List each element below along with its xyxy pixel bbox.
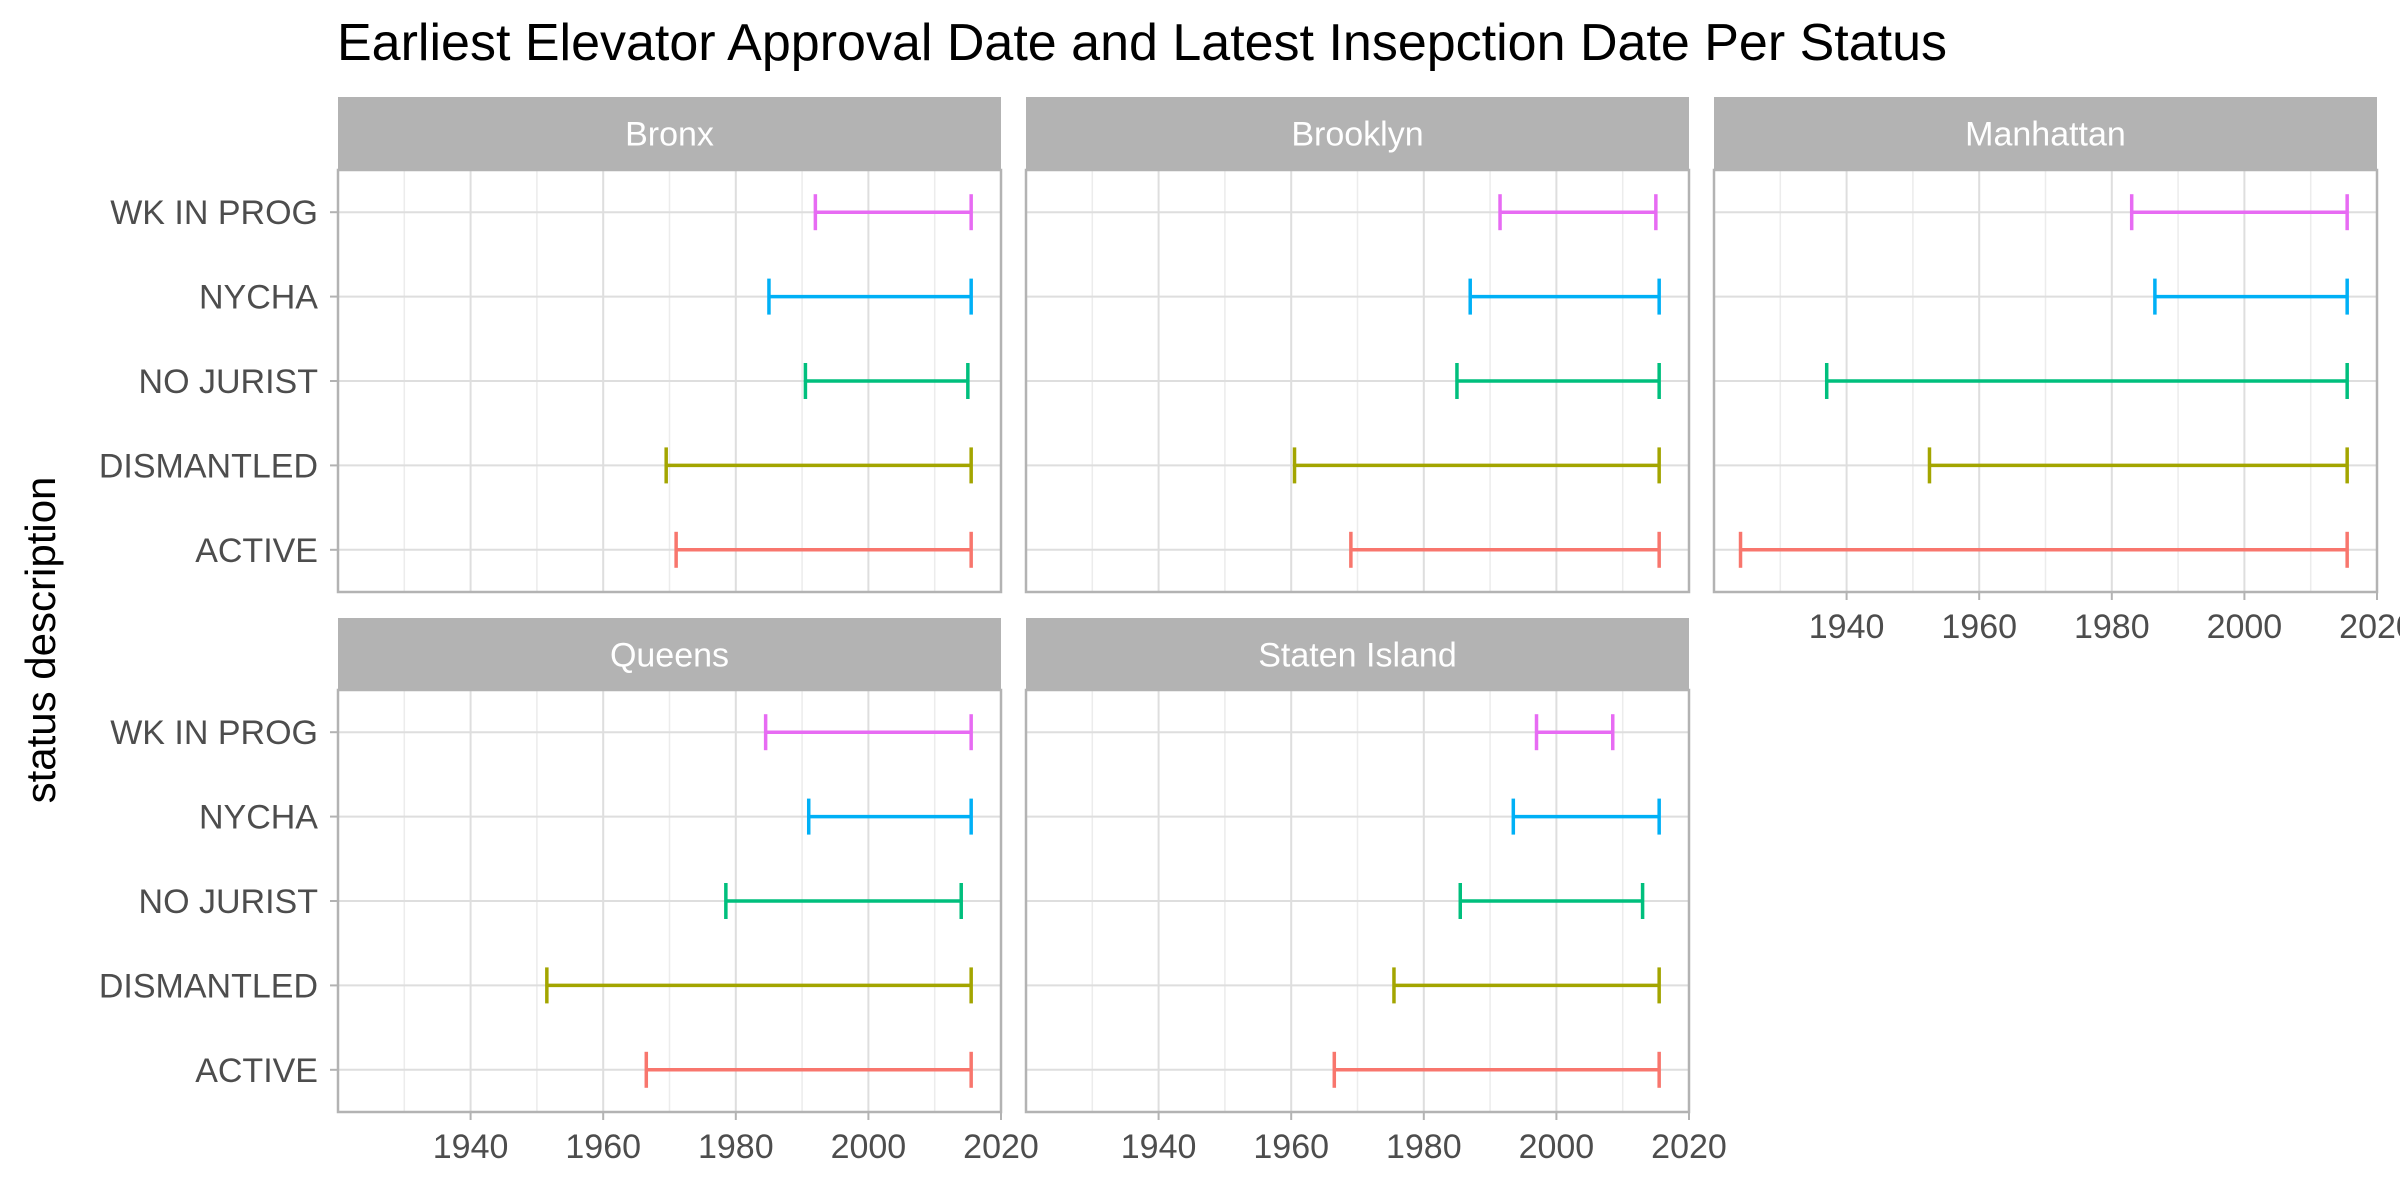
y-tick-label: DISMANTLED	[99, 447, 318, 485]
panel-border	[1024, 168, 1691, 594]
x-tick-label: 1940	[1809, 608, 1885, 646]
errorbar-active	[674, 531, 973, 568]
panel-brooklyn: Brooklyn	[1024, 97, 1691, 594]
panel-border	[1712, 168, 2379, 594]
y-tick-label: NYCHA	[199, 279, 318, 317]
errorbar-dismantled	[545, 967, 973, 1004]
x-tick-label: 2020	[1651, 1128, 1727, 1166]
facet-strip-label: Manhattan	[1965, 116, 2126, 154]
panel-border	[1024, 688, 1691, 1114]
facet-strip-label: Brooklyn	[1291, 116, 1423, 154]
x-tick-label: 2020	[963, 1128, 1039, 1166]
errorbar-no-jurist	[1458, 883, 1645, 919]
errorbar-wk-in-prog	[813, 194, 973, 231]
y-tick-label: WK IN PROG	[110, 194, 318, 232]
y-tick-label: WK IN PROG	[110, 714, 318, 752]
x-tick-label: 1980	[698, 1128, 774, 1166]
x-tick-label: 2020	[2339, 608, 2400, 646]
facet-strip	[1026, 97, 1689, 170]
errorbar-nycha	[1468, 278, 1661, 315]
y-axis-label: status description	[17, 477, 64, 804]
errorbar-active	[1332, 1051, 1661, 1088]
x-tick-label: 1980	[2074, 608, 2150, 646]
errorbar-no-jurist	[724, 883, 963, 919]
errorbar-wk-in-prog	[2129, 194, 2349, 231]
facet-panels: Bronx ACTIVE DISMANTLED NO JURIST NYCHA WK IN…	[99, 97, 2400, 1166]
panel-staten-island: Staten Island 1940 1960 1980 2000 2020	[1024, 618, 1727, 1166]
x-tick-label: 1960	[1941, 608, 2017, 646]
x-tick-label: 2000	[1519, 1128, 1595, 1166]
errorbar-dismantled	[1927, 447, 2349, 484]
errorbar-active	[1738, 531, 2349, 568]
x-tick-label: 1980	[1386, 1128, 1462, 1166]
x-tick-label: 1960	[565, 1128, 641, 1166]
errorbar-nycha	[2153, 278, 2349, 315]
errorbar-dismantled	[1292, 447, 1661, 484]
errorbar-no-jurist	[1824, 363, 2349, 399]
facet-strip	[338, 618, 1001, 691]
errorbar-wk-in-prog	[763, 714, 973, 751]
panel-manhattan: Manhattan 1940 1960 1980 2000 2020	[1712, 97, 2400, 646]
y-tick-label: NO JURIST	[139, 363, 318, 401]
facet-strip-label: Queens	[610, 637, 729, 675]
errorbar-nycha	[767, 278, 973, 315]
x-tick-label: 1940	[1121, 1128, 1197, 1166]
y-tick-label: ACTIVE	[195, 1052, 318, 1090]
y-tick-label: NO JURIST	[139, 883, 318, 921]
facet-strip-label: Bronx	[625, 116, 714, 154]
errorbar-nycha	[806, 798, 973, 835]
errorbar-wk-in-prog	[1534, 714, 1615, 751]
facet-strip	[338, 97, 1001, 170]
x-tick-label: 1940	[433, 1128, 509, 1166]
panel-bronx: Bronx ACTIVE DISMANTLED NO JURIST NYCHA WK IN…	[99, 97, 1003, 594]
y-tick-label: NYCHA	[199, 799, 318, 837]
errorbar-dismantled	[1392, 967, 1661, 1004]
errorbar-wk-in-prog	[1498, 194, 1658, 231]
errorbar-no-jurist	[1455, 363, 1661, 399]
facet-strip	[1714, 97, 2377, 170]
x-tick-label: 2000	[2207, 608, 2283, 646]
panel-queens: Queens ACTIVE DISMANTLED NO JURIST NYCHA WK I…	[99, 618, 1039, 1166]
errorbar-nycha	[1511, 798, 1661, 835]
errorbar-active	[644, 1051, 973, 1088]
x-tick-label: 1960	[1253, 1128, 1329, 1166]
facet-strip	[1026, 618, 1689, 691]
y-tick-label: ACTIVE	[195, 532, 318, 570]
errorbar-dismantled	[664, 447, 973, 484]
y-tick-label: DISMANTLED	[99, 967, 318, 1005]
chart-title: Earliest Elevator Approval Date and Late…	[337, 14, 1947, 72]
errorbar-no-jurist	[803, 363, 970, 399]
facet-strip-label: Staten Island	[1258, 637, 1456, 675]
x-tick-label: 2000	[831, 1128, 907, 1166]
errorbar-active	[1349, 531, 1661, 568]
